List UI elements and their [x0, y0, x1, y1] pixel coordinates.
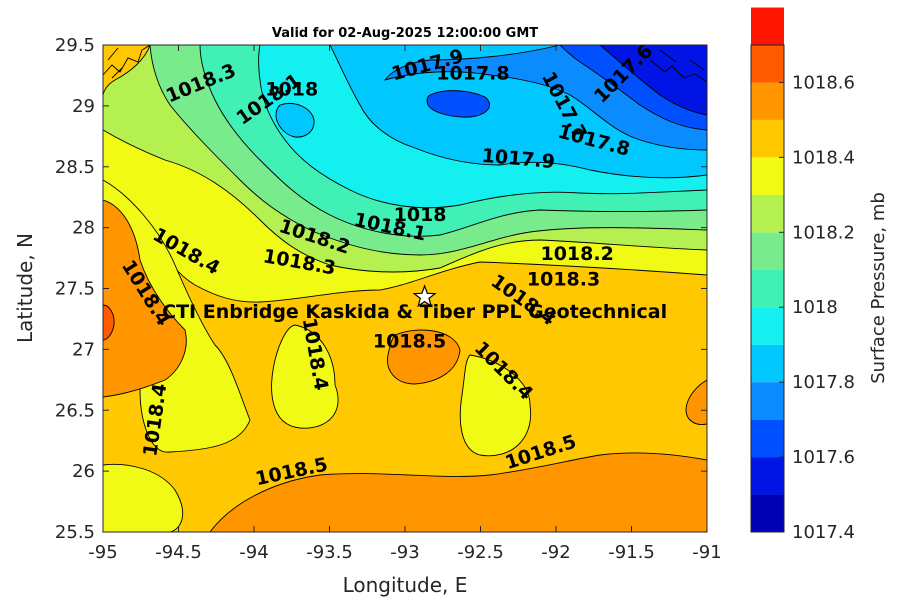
y-tick-label: 29.5: [55, 35, 95, 56]
field-band-1018.3-south: [103, 463, 184, 532]
colorbar-tick-label: 1018.4: [792, 147, 855, 168]
colorbar-swatch: [751, 119, 784, 158]
y-tick-label: 29: [72, 96, 95, 117]
x-tick-label: -91: [692, 542, 721, 563]
contour-label: 1018: [265, 79, 318, 101]
colorbar-swatch: [751, 344, 784, 383]
y-tick-label: 27: [72, 339, 95, 360]
field-band-1018.5-south: [209, 452, 707, 532]
x-tick-label: -93.5: [306, 542, 353, 563]
colorbar-tick-label: 1017.8: [792, 372, 855, 393]
field-band-1018.3-east: [459, 354, 532, 457]
colorbar-swatch: [751, 157, 784, 195]
x-tick-label: -91.5: [608, 542, 655, 563]
field-band-1018.5-center: [387, 329, 461, 385]
site-star-marker: [412, 284, 437, 308]
x-tick-label: -95: [88, 542, 117, 563]
colorbar: 1018.6 1018.4 1018.2 1018 1017.8 1017.6 1017.4: [750, 7, 855, 543]
colorbar-swatch: [751, 419, 784, 458]
colorbar-tick-label: 1017.6: [792, 447, 855, 468]
y-axis-label: Latitude, N: [13, 233, 37, 343]
x-tick-label: -92: [541, 542, 570, 563]
y-axis-ticks: 29.5 29 28.5 28 27.5 27 26.5 26 25.5: [55, 35, 707, 543]
y-tick-label: 28.5: [55, 157, 95, 178]
colorbar-swatch: [751, 82, 784, 120]
contour-label: 1018.5: [373, 331, 446, 353]
site-label: CTI Enbridge Kaskida & Tiber PPL Geotech…: [162, 301, 667, 323]
contour-fill: [103, 45, 707, 532]
colorbar-swatch: [751, 7, 784, 46]
y-tick-label: 27.5: [55, 279, 95, 300]
y-tick-label: 25.5: [55, 522, 95, 543]
colorbar-swatch: [751, 194, 784, 233]
colorbar-swatch: [751, 45, 784, 83]
colorbar-label: Surface Pressure, mb: [868, 192, 889, 384]
colorbar-tick-label: 1018.6: [792, 72, 855, 93]
x-tick-label: -94: [239, 542, 268, 563]
colorbar-swatch: [751, 232, 784, 270]
colorbar-swatch: [751, 269, 784, 308]
contour-label: 1018: [394, 204, 447, 226]
contour-label: 1018.2: [540, 243, 613, 265]
field-band-1018.6-west: [103, 304, 115, 341]
y-tick-label: 28: [72, 218, 95, 239]
field-band-1018.3-center: [271, 324, 339, 429]
x-tick-label: -94.5: [155, 542, 202, 563]
y-tick-label: 26: [72, 461, 95, 482]
field-band-1018.4-nw-corner: [103, 45, 151, 96]
field-band-1017.6-pocket: [426, 90, 490, 118]
field-band-1018.5-west: [103, 199, 187, 398]
field-band-1018.5-east: [685, 379, 707, 425]
colorbar-tick-label: 1018: [792, 297, 838, 318]
field-band-1017.5: [599, 45, 707, 116]
x-axis-label: Longitude, E: [343, 573, 468, 597]
contour-label: 1018.3: [527, 268, 600, 290]
x-tick-label: -92.5: [457, 542, 504, 563]
colorbar-swatch: [751, 307, 784, 345]
figure-title: Valid for 02-Aug-2025 12:00:00 GMT: [272, 26, 538, 41]
colorbar-tick-label: 1018.2: [792, 222, 855, 243]
coastline: [103, 45, 707, 83]
colorbar-frame: [750, 44, 785, 533]
contour-label: 1017.8: [436, 63, 509, 85]
x-tick-label: -93: [390, 542, 419, 563]
field-band-1018.0-pocket: [275, 103, 315, 138]
x-axis-ticks: -95 -94.5 -94 -93.5 -93 -92.5 -92 -91.5 -91: [88, 45, 722, 563]
colorbar-swatch: [751, 382, 784, 420]
colorbar-swatch: [751, 457, 784, 495]
colorbar-swatch: [751, 494, 784, 532]
colorbar-tick-label: 1017.4: [792, 522, 855, 543]
y-tick-label: 26.5: [55, 400, 95, 421]
